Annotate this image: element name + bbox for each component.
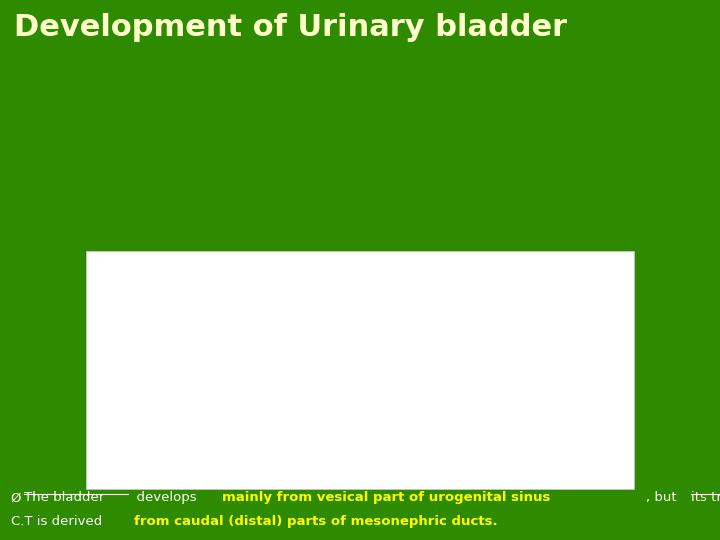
Text: its trigon: its trigon — [690, 491, 720, 504]
Text: C.T is derived: C.T is derived — [11, 515, 107, 528]
Text: The bladder: The bladder — [24, 491, 104, 504]
Text: mainly from vesical part of urogenital sinus: mainly from vesical part of urogenital s… — [222, 491, 550, 504]
Text: develops: develops — [128, 491, 201, 504]
Text: Development of Urinary bladder: Development of Urinary bladder — [14, 14, 567, 43]
Text: Ø: Ø — [11, 491, 22, 504]
Text: , but: , but — [646, 491, 680, 504]
FancyBboxPatch shape — [86, 251, 634, 489]
Text: from caudal (distal) parts of mesonephric ducts.: from caudal (distal) parts of mesonephri… — [134, 515, 498, 528]
